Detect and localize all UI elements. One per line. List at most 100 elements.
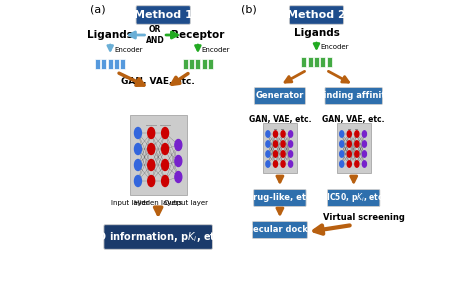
- Text: ...: ...: [281, 126, 285, 130]
- Ellipse shape: [273, 161, 277, 167]
- Ellipse shape: [135, 127, 141, 138]
- Ellipse shape: [273, 151, 277, 157]
- Text: Encoder: Encoder: [114, 47, 143, 53]
- Text: Encoder: Encoder: [320, 44, 349, 50]
- Text: (a): (a): [90, 5, 106, 15]
- Ellipse shape: [266, 141, 270, 147]
- Bar: [189, 59, 194, 69]
- Text: Input layer: Input layer: [111, 200, 149, 206]
- Bar: [301, 57, 306, 67]
- Text: Virtual screening: Virtual screening: [323, 213, 405, 222]
- Ellipse shape: [175, 140, 182, 150]
- FancyBboxPatch shape: [130, 115, 187, 195]
- Text: ......: ......: [145, 123, 157, 127]
- Ellipse shape: [363, 151, 366, 157]
- FancyBboxPatch shape: [255, 88, 305, 104]
- FancyBboxPatch shape: [328, 190, 380, 206]
- Ellipse shape: [289, 131, 292, 137]
- Bar: [120, 59, 125, 69]
- Text: Output layer: Output layer: [164, 200, 208, 206]
- Bar: [108, 59, 113, 69]
- Ellipse shape: [148, 176, 155, 187]
- Text: 3D information, p$K_i$, etc.: 3D information, p$K_i$, etc.: [91, 230, 225, 244]
- FancyBboxPatch shape: [263, 123, 297, 173]
- Ellipse shape: [289, 151, 292, 157]
- FancyBboxPatch shape: [136, 6, 191, 24]
- Text: Receptor: Receptor: [171, 30, 225, 40]
- Bar: [101, 59, 107, 69]
- FancyBboxPatch shape: [254, 190, 306, 206]
- Ellipse shape: [347, 141, 351, 147]
- Bar: [195, 59, 201, 69]
- Text: ...: ...: [273, 126, 278, 130]
- Text: Encoder: Encoder: [201, 47, 230, 53]
- Ellipse shape: [135, 176, 141, 187]
- Ellipse shape: [355, 141, 359, 147]
- Ellipse shape: [266, 161, 270, 167]
- Bar: [208, 59, 213, 69]
- Ellipse shape: [162, 144, 169, 155]
- Bar: [327, 57, 332, 67]
- Ellipse shape: [347, 151, 351, 157]
- Ellipse shape: [135, 159, 141, 170]
- Text: (b): (b): [241, 5, 257, 15]
- Bar: [308, 57, 313, 67]
- Ellipse shape: [363, 141, 366, 147]
- FancyBboxPatch shape: [289, 6, 344, 24]
- Ellipse shape: [363, 161, 366, 167]
- Text: OR
AND: OR AND: [146, 25, 164, 45]
- Text: Method 2: Method 2: [287, 10, 346, 20]
- Bar: [201, 59, 207, 69]
- Ellipse shape: [266, 131, 270, 137]
- Bar: [183, 59, 188, 69]
- Ellipse shape: [162, 127, 169, 138]
- Ellipse shape: [266, 151, 270, 157]
- Text: Method 1: Method 1: [134, 10, 192, 20]
- Text: ...: ...: [347, 126, 352, 130]
- Ellipse shape: [347, 131, 351, 137]
- Ellipse shape: [281, 141, 285, 147]
- Ellipse shape: [340, 161, 344, 167]
- Ellipse shape: [355, 161, 359, 167]
- FancyBboxPatch shape: [325, 88, 383, 104]
- Ellipse shape: [281, 161, 285, 167]
- Text: Drug-like, etc.: Drug-like, etc.: [246, 193, 314, 202]
- Bar: [95, 59, 100, 69]
- Ellipse shape: [340, 141, 344, 147]
- Text: Generator: Generator: [255, 91, 304, 100]
- Ellipse shape: [289, 161, 292, 167]
- Text: Molecular docking: Molecular docking: [237, 225, 323, 234]
- Ellipse shape: [148, 144, 155, 155]
- Text: GAN, VAE, etc.: GAN, VAE, etc.: [249, 115, 311, 124]
- Ellipse shape: [148, 127, 155, 138]
- Bar: [114, 59, 119, 69]
- Ellipse shape: [175, 155, 182, 167]
- Text: GAN, VAE, etc.: GAN, VAE, etc.: [121, 77, 195, 86]
- Ellipse shape: [289, 141, 292, 147]
- FancyBboxPatch shape: [253, 222, 307, 238]
- Ellipse shape: [162, 159, 169, 170]
- Ellipse shape: [281, 151, 285, 157]
- FancyBboxPatch shape: [337, 123, 371, 173]
- Ellipse shape: [347, 161, 351, 167]
- Text: ...: ...: [355, 126, 359, 130]
- Text: ......: ......: [159, 123, 171, 127]
- Ellipse shape: [340, 131, 344, 137]
- Text: Ligands: Ligands: [87, 30, 133, 40]
- Ellipse shape: [148, 159, 155, 170]
- Text: Binding affinity: Binding affinity: [317, 91, 391, 100]
- Ellipse shape: [281, 131, 285, 137]
- Ellipse shape: [175, 172, 182, 182]
- Ellipse shape: [355, 131, 359, 137]
- Ellipse shape: [340, 151, 344, 157]
- Ellipse shape: [162, 176, 169, 187]
- Ellipse shape: [355, 151, 359, 157]
- Bar: [320, 57, 325, 67]
- Text: GAN, VAE, etc.: GAN, VAE, etc.: [322, 115, 385, 124]
- Text: pIC50, p$K_i$, etc.: pIC50, p$K_i$, etc.: [321, 191, 386, 205]
- Ellipse shape: [273, 131, 277, 137]
- Ellipse shape: [135, 144, 141, 155]
- Ellipse shape: [363, 131, 366, 137]
- Bar: [314, 57, 319, 67]
- Ellipse shape: [273, 141, 277, 147]
